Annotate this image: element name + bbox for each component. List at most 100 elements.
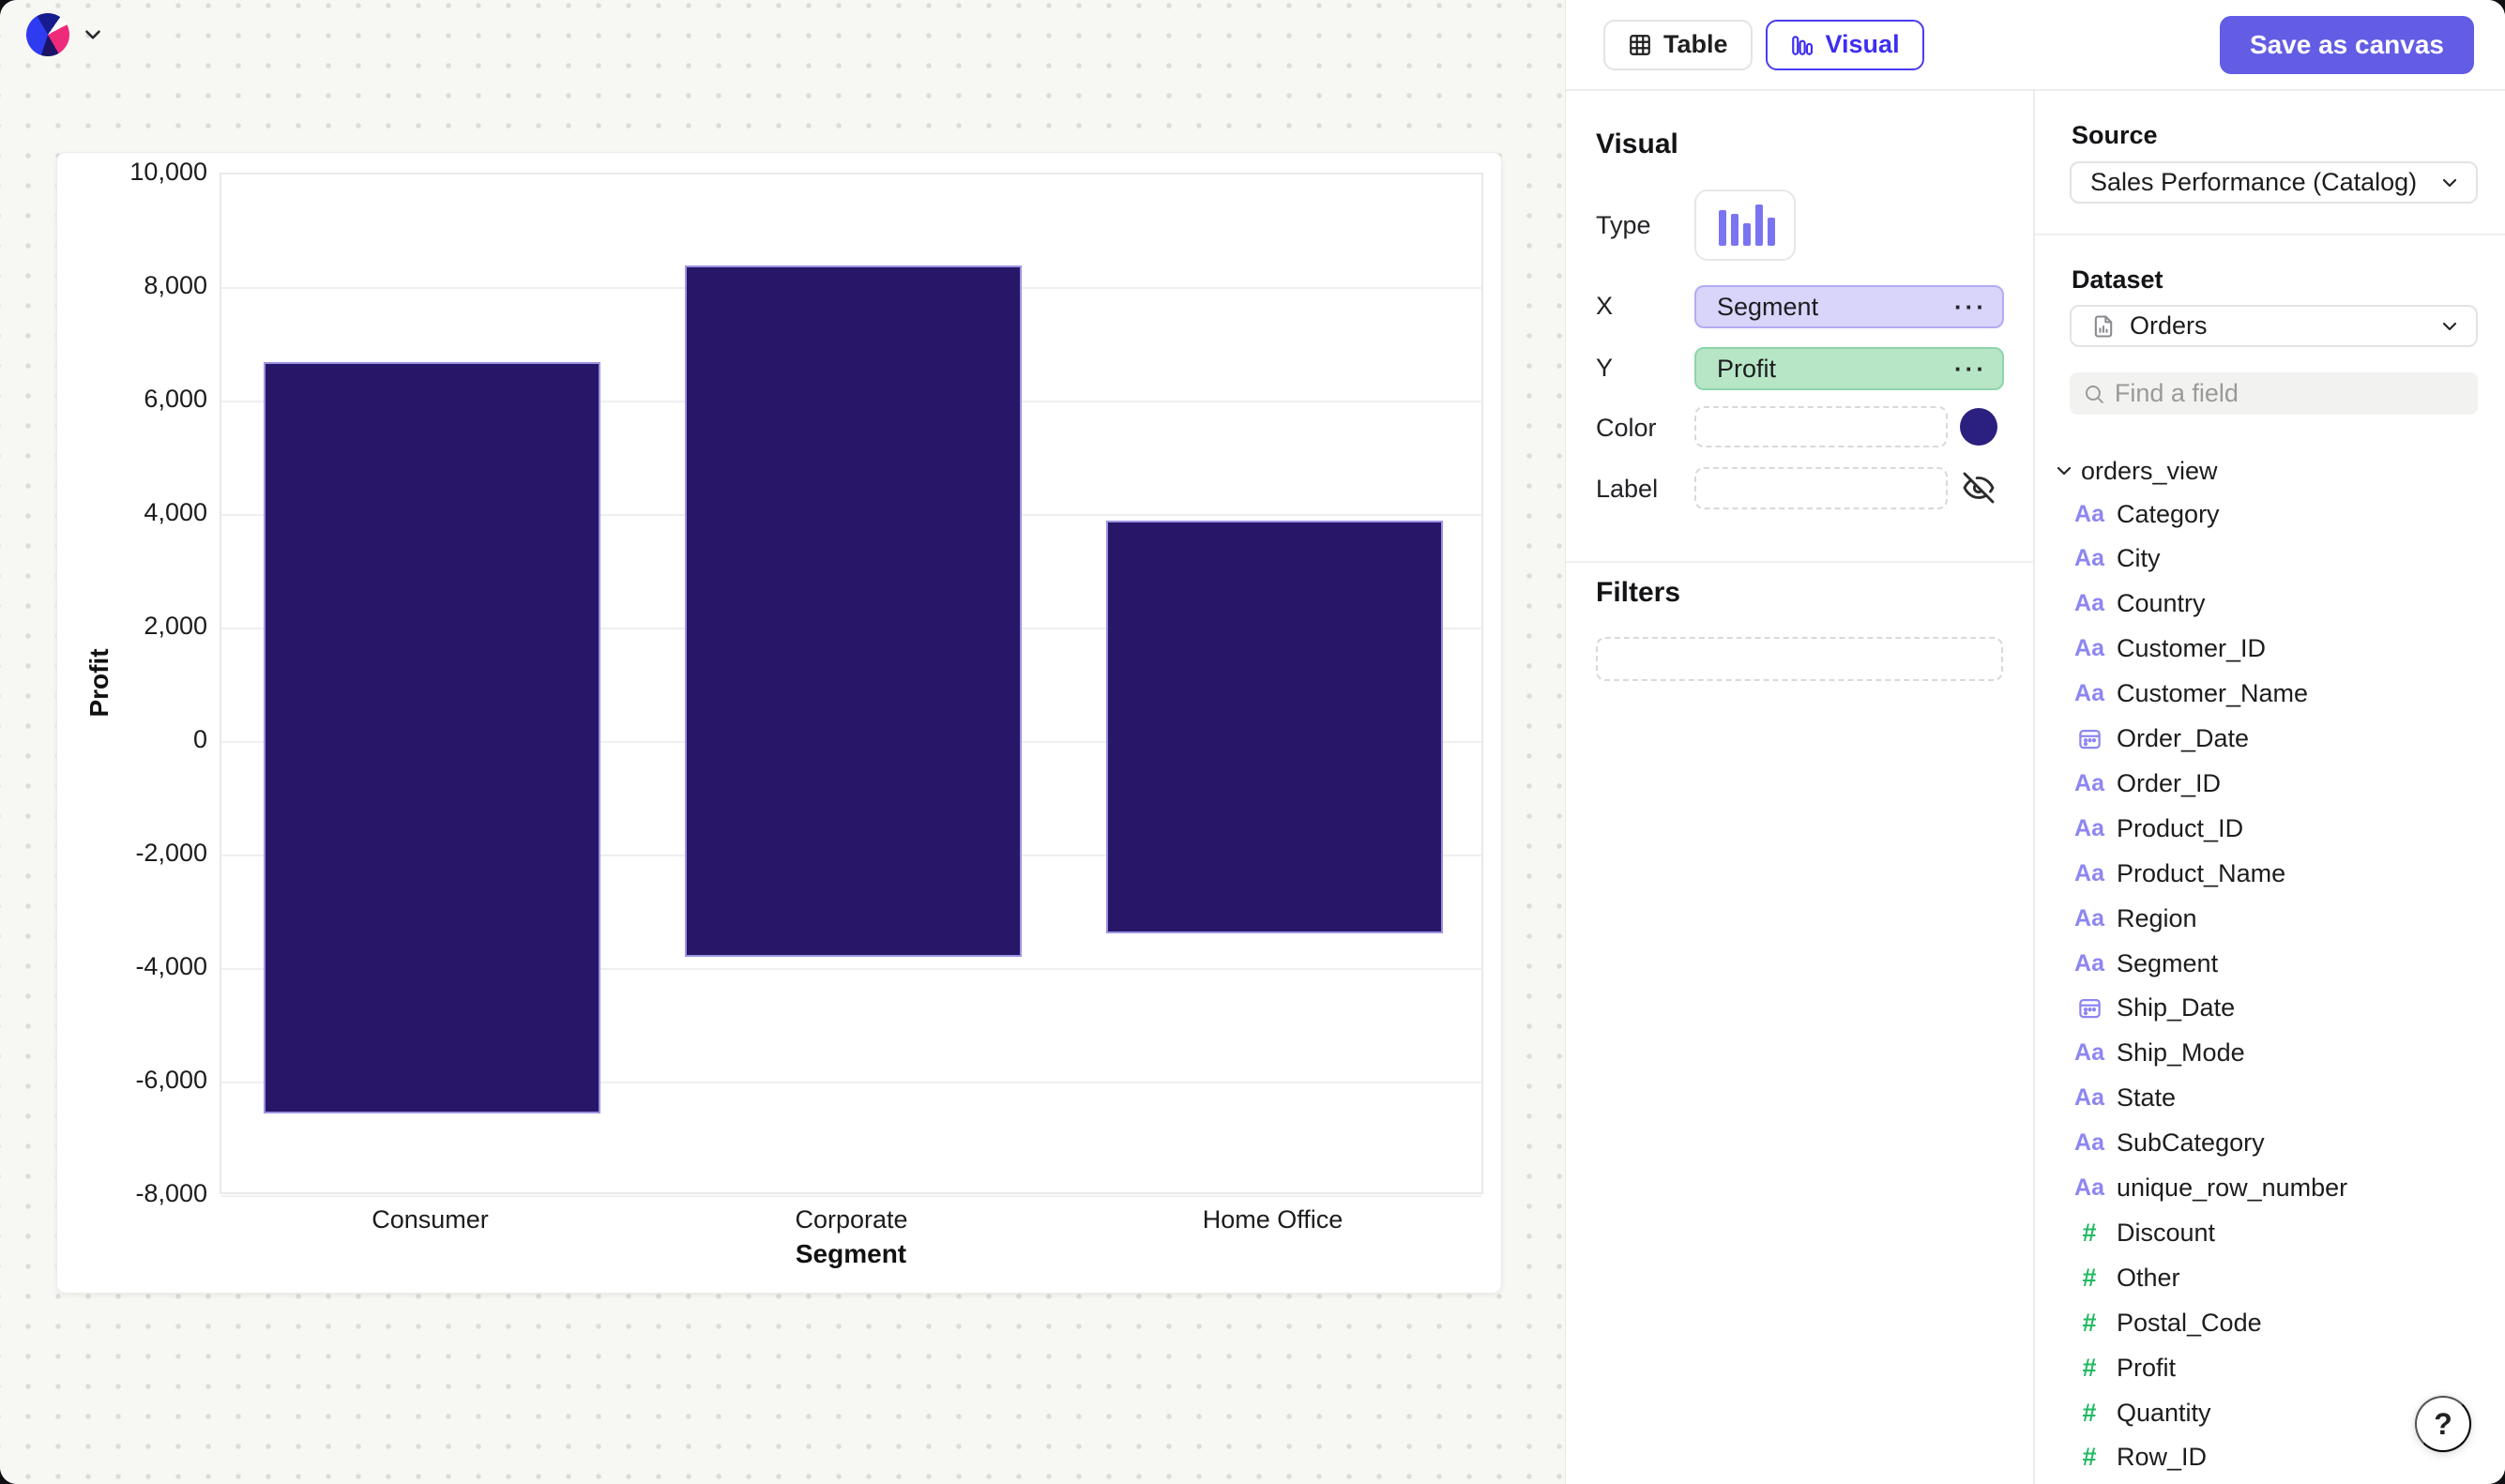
filters-dropzone[interactable]	[1596, 637, 2003, 681]
label-label: Label	[1596, 475, 1659, 503]
field-row-customer_name[interactable]: Aa Customer_Name	[2035, 672, 2505, 717]
field-row-unique_row_number[interactable]: Aa unique_row_number	[2035, 1166, 2505, 1211]
field-name: Ship_Date	[2117, 993, 2236, 1022]
y-tick-label: -2,000	[135, 839, 207, 867]
number-type-icon: #	[2082, 1308, 2097, 1337]
text-type-icon: Aa	[2074, 545, 2104, 572]
number-type-icon: #	[2082, 1398, 2097, 1427]
visual-view-label: Visual	[1825, 30, 1900, 58]
source-label: Source	[2072, 121, 2158, 149]
field-name: Category	[2117, 499, 2220, 528]
field-name: Postal_Code	[2117, 1308, 2262, 1337]
dataset-label: Dataset	[2072, 265, 2163, 294]
label-dropzone[interactable]	[1694, 467, 1948, 509]
field-row-discount[interactable]: # Discount	[2035, 1210, 2505, 1255]
table-view-label: Table	[1663, 30, 1728, 58]
workspace-menu[interactable]	[26, 13, 105, 56]
field-name: City	[2117, 544, 2161, 573]
field-name: Profit	[2117, 1353, 2177, 1382]
field-name: Discount	[2117, 1218, 2216, 1247]
field-row-product_name[interactable]: Aa Product_Name	[2035, 851, 2505, 896]
chart-type-button[interactable]	[1694, 189, 1796, 261]
field-row-state[interactable]: Aa State	[2035, 1076, 2505, 1121]
field-row-segment[interactable]: Aa Segment	[2035, 941, 2505, 986]
text-type-icon: Aa	[2074, 904, 2104, 931]
y-tick-label: 8,000	[144, 271, 207, 299]
text-type-icon: Aa	[2074, 1039, 2104, 1067]
field-name: Region	[2117, 903, 2197, 932]
number-type-icon: #	[2082, 1218, 2097, 1247]
field-row-quantity[interactable]: # Quantity	[2035, 1390, 2505, 1435]
y-field-pill[interactable]: Profit ···	[1694, 347, 2004, 390]
eye-off-icon[interactable]	[1962, 471, 1996, 505]
text-type-icon: Aa	[2074, 949, 2104, 977]
save-as-canvas-button[interactable]: Save as canvas	[2219, 15, 2474, 74]
field-row-row_id[interactable]: # Row_ID	[2035, 1435, 2505, 1480]
x-field-value: Segment	[1717, 292, 1819, 321]
field-search[interactable]	[2070, 372, 2478, 415]
field-row-product_id[interactable]: Aa Product_ID	[2035, 806, 2505, 851]
bar-corporate[interactable]	[684, 265, 1023, 958]
field-search-input[interactable]	[2114, 379, 2465, 408]
field-row-postal_code[interactable]: # Postal_Code	[2035, 1300, 2505, 1345]
field-name: Product_ID	[2117, 813, 2244, 842]
field-row-profit[interactable]: # Profit	[2035, 1345, 2505, 1390]
calendar-icon	[2078, 729, 2101, 750]
dataset-select[interactable]: Orders	[2070, 305, 2478, 347]
field-row-city[interactable]: Aa City	[2035, 537, 2505, 582]
y-field-menu-icon[interactable]: ···	[1954, 354, 1987, 383]
source-value: Sales Performance (Catalog)	[2090, 168, 2418, 196]
field-name: Quantity	[2117, 1398, 2211, 1427]
field-row-ship_date[interactable]: Ship_Date	[2035, 986, 2505, 1031]
bar-home-office[interactable]	[1105, 521, 1444, 933]
bar-consumer[interactable]	[263, 361, 601, 1114]
color-swatch[interactable]	[1960, 408, 1997, 446]
color-label: Color	[1596, 414, 1657, 442]
chevron-down-icon	[85, 30, 100, 39]
filters-section-title: Filters	[1596, 577, 1681, 608]
field-row-category[interactable]: Aa Category	[2035, 492, 2505, 537]
y-tick-label: -4,000	[135, 952, 207, 980]
y-tick-label: 4,000	[144, 498, 207, 526]
y-tick-label: -6,000	[135, 1066, 207, 1094]
x-field-menu-icon[interactable]: ···	[1954, 292, 1987, 321]
field-name: Customer_Name	[2117, 679, 2309, 708]
number-type-icon: #	[2082, 1353, 2097, 1382]
section-divider	[2035, 234, 2505, 235]
field-row-order_date[interactable]: Order_Date	[2035, 717, 2505, 762]
table-group-name: orders_view	[2081, 456, 2218, 485]
text-type-icon: Aa	[2074, 1084, 2104, 1112]
section-divider	[1566, 561, 2033, 563]
color-dropzone[interactable]	[1694, 406, 1948, 447]
field-name: Country	[2117, 589, 2206, 618]
field-row-order_id[interactable]: Aa Order_ID	[2035, 761, 2505, 806]
gridline	[221, 1195, 1481, 1197]
visual-section-title: Visual	[1596, 129, 1678, 159]
field-row-country[interactable]: Aa Country	[2035, 582, 2505, 627]
chart-card[interactable]: Profit 10,000 8,000 6,000 4,000 2,000 0 -2,000…	[56, 152, 1502, 1294]
chevron-down-icon[interactable]	[2053, 460, 2075, 482]
visual-view-button[interactable]: Visual	[1765, 19, 1924, 70]
field-row-subcategory[interactable]: Aa SubCategory	[2035, 1121, 2505, 1166]
y-tick-label: -8,000	[135, 1179, 207, 1207]
source-select[interactable]: Sales Performance (Catalog)	[2070, 161, 2478, 204]
field-row-customer_id[interactable]: Aa Customer_ID	[2035, 627, 2505, 672]
field-row-ship_mode[interactable]: Aa Ship_Mode	[2035, 1031, 2505, 1076]
x-axis-title: Segment	[795, 1239, 907, 1268]
y-tick-label: 10,000	[129, 158, 207, 186]
text-type-icon: Aa	[2074, 814, 2104, 841]
field-row-region[interactable]: Aa Region	[2035, 896, 2505, 941]
x-field-label: X	[1596, 292, 1614, 320]
canvas-area[interactable]: Profit 10,000 8,000 6,000 4,000 2,000 0 -2,000…	[0, 0, 1565, 1484]
table-group-row[interactable]: orders_view	[2035, 448, 2505, 493]
field-name: Row_ID	[2117, 1443, 2208, 1472]
field-name: Customer_ID	[2117, 634, 2267, 663]
chevron-down-icon	[2442, 178, 2457, 187]
table-view-button[interactable]: Table	[1603, 19, 1753, 70]
y-axis-ticks: 10,000 8,000 6,000 4,000 2,000 0 -2,000 -4,000 -…	[57, 158, 207, 1207]
help-button[interactable]: ?	[2415, 1396, 2471, 1452]
x-field-pill[interactable]: Segment ···	[1694, 285, 2004, 328]
right-panel: Table Visual Save as canvas Visual Type …	[1565, 0, 2505, 1484]
x-tick-label: Consumer	[372, 1205, 489, 1234]
field-row-other[interactable]: # Other	[2035, 1255, 2505, 1300]
